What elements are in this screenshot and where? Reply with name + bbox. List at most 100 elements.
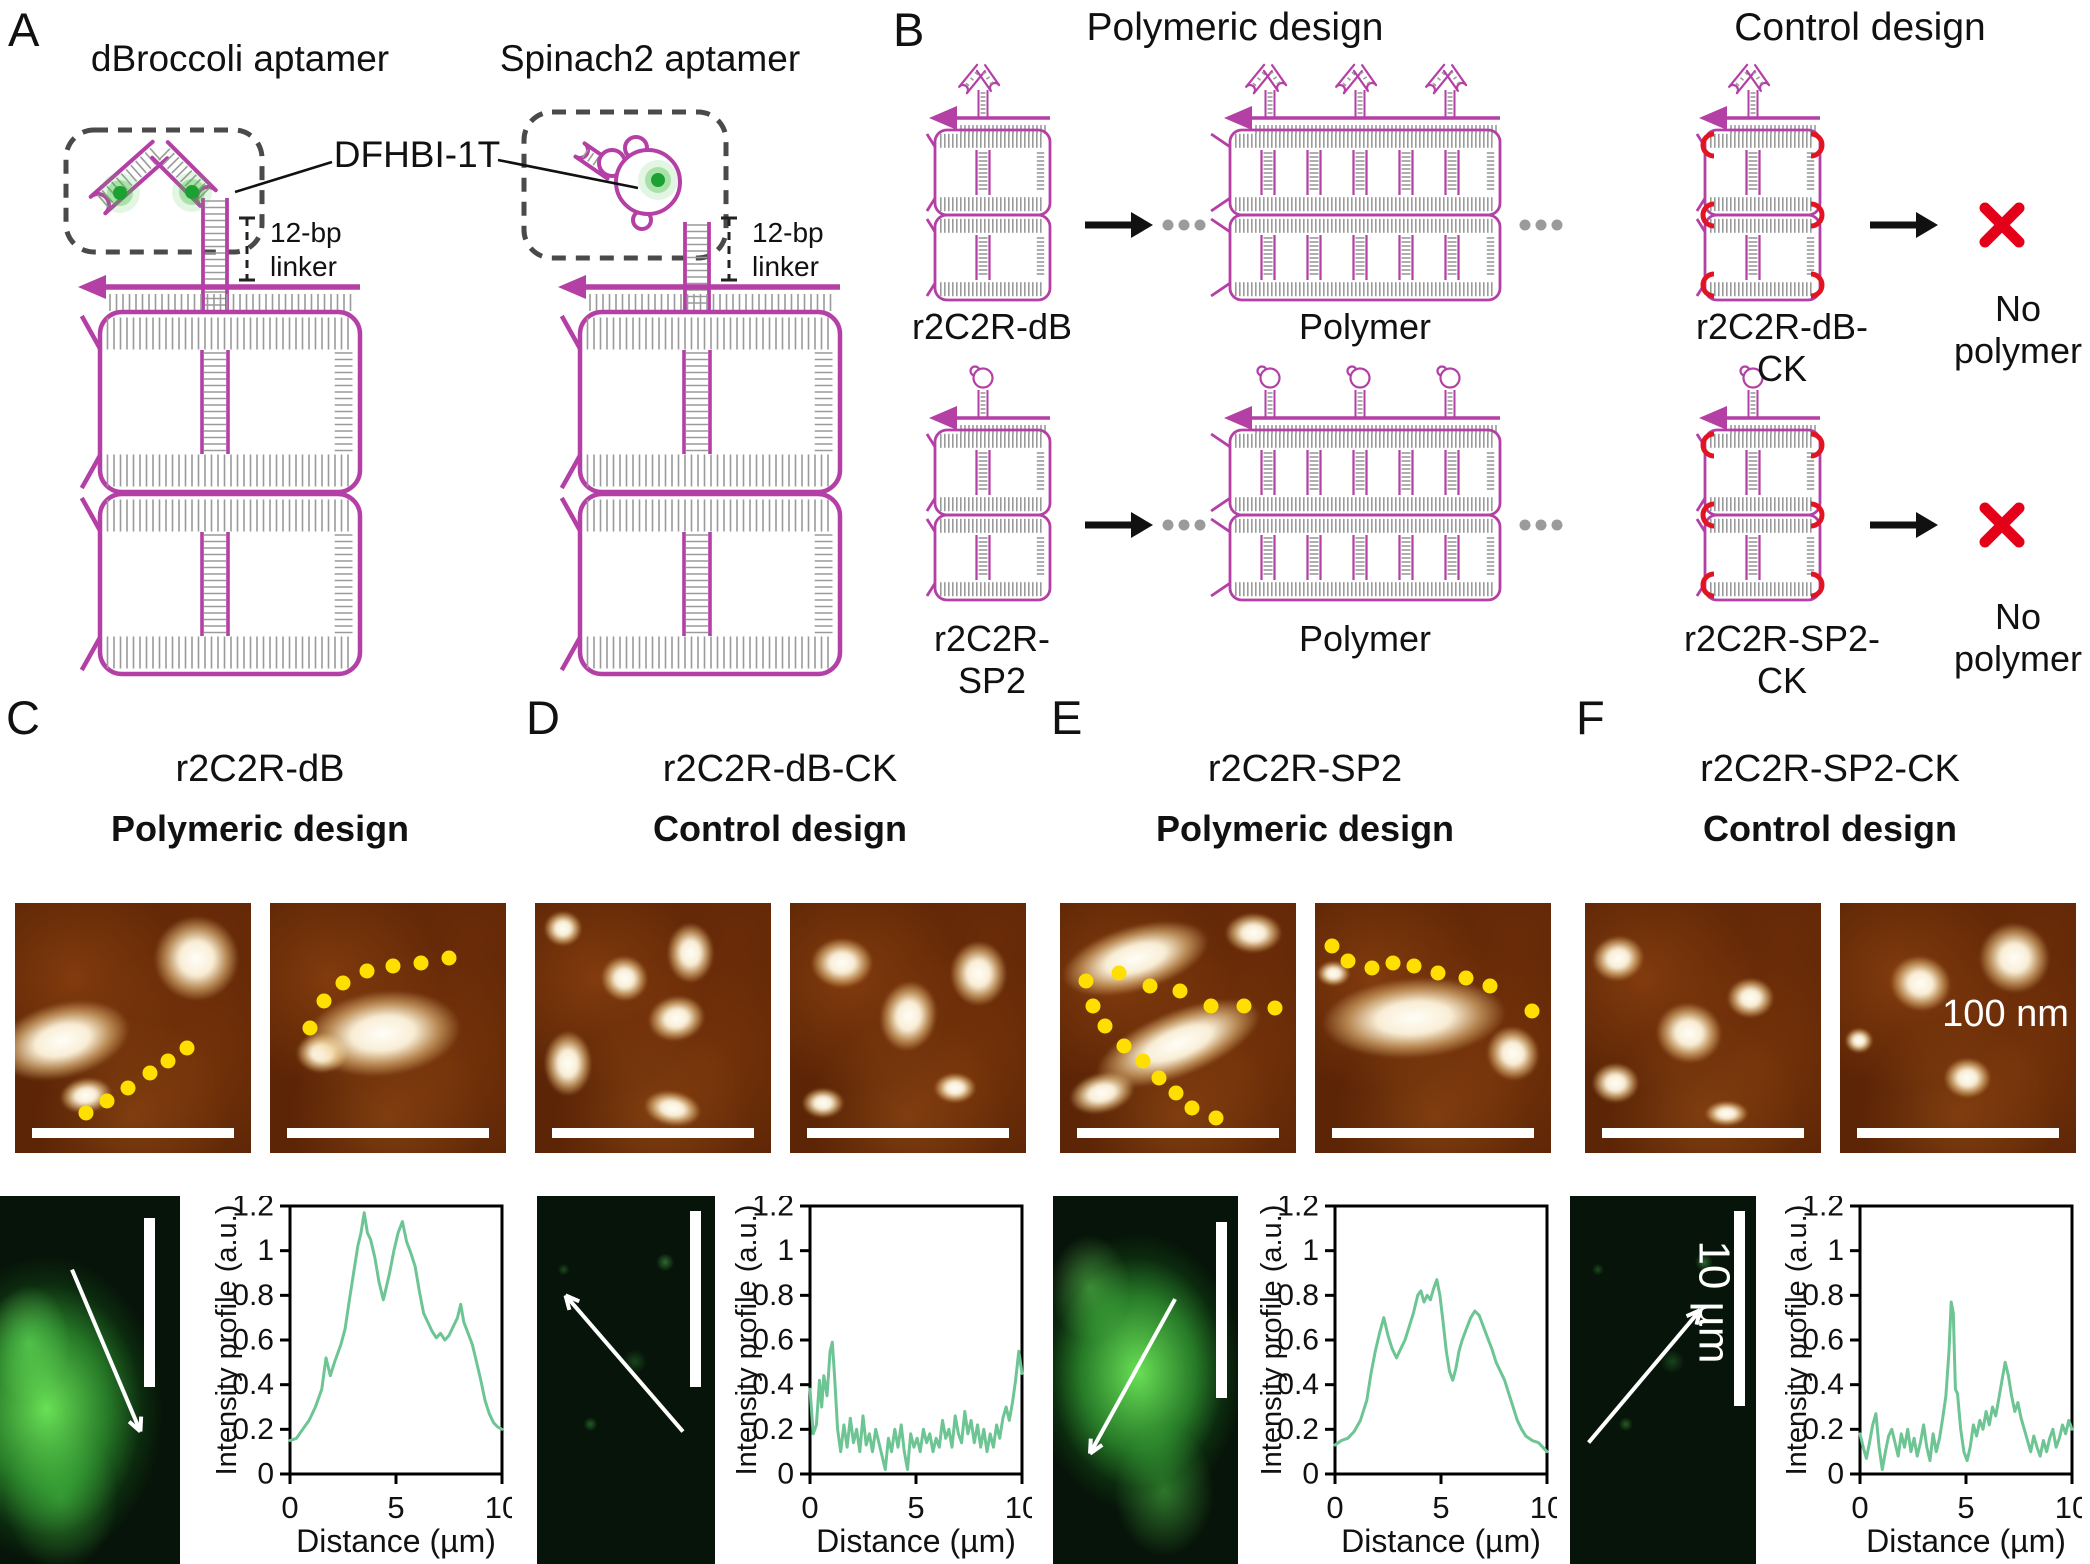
svg-text:Intensity profile (a.u.): Intensity profile (a.u.) (1782, 1205, 1813, 1476)
nanostructure-blob (15, 987, 138, 1094)
svg-text:1.2: 1.2 (1277, 1196, 1319, 1223)
svg-text:0: 0 (777, 1458, 794, 1491)
svg-text:0.2: 0.2 (1277, 1413, 1319, 1446)
polymer-trace-dot (1458, 970, 1474, 986)
scale-bar (286, 1128, 490, 1138)
svg-text:5: 5 (387, 1490, 404, 1525)
polymer-trace-dot (1085, 998, 1101, 1013)
nanostructure-blob (1225, 913, 1282, 953)
nanostructure-blob (933, 1073, 977, 1103)
polymeric-design-title: Polymeric design (1086, 6, 1384, 49)
intensity-profile-chart: 0 0.2 0.4 0.6 0.8 1 1.2 0 5 10 Intensity profile (… (1257, 1196, 1557, 1559)
polymer-trace-dot (1524, 1003, 1540, 1018)
dfhbi-label: DFHBI-1T (333, 134, 501, 175)
svg-text:0.4: 0.4 (232, 1368, 274, 1401)
fluorescence-image (0, 1196, 180, 1564)
linker-label-left: 12-bp linker (270, 217, 342, 283)
line-profile-arrow (1587, 1308, 1703, 1444)
polymer-trace-dot (99, 1093, 115, 1108)
polymerization-scheme-diagram (925, 63, 2025, 602)
nanostructure-blob (874, 976, 942, 1055)
polymer-trace-dot (78, 1105, 94, 1121)
panel-d-name: r2C2R-dB-CK (662, 748, 898, 790)
nanostructure-blob (1060, 905, 1218, 1011)
panel-e-name: r2C2R-SP2 (1207, 748, 1403, 790)
arrow-right-icon (1085, 512, 1153, 538)
svg-text:0.8: 0.8 (752, 1279, 794, 1312)
polymer-trace-dot (1236, 998, 1252, 1013)
scale-bar (551, 1128, 755, 1138)
panel-c: C r2C2R-dB Polymeric design 0 0.2 0.4 0.6 0.… (0, 690, 520, 1564)
intensity-profile-chart: 0 0.2 0.4 0.6 0.8 1 1.2 0 5 10 Intensity profile (… (732, 1196, 1032, 1559)
scale-bar (144, 1218, 155, 1388)
nanostructure-blob (154, 915, 240, 1001)
svg-text:0: 0 (1851, 1490, 1868, 1525)
panel-e-design: Polymeric design (1155, 808, 1455, 849)
afm-image: 100 nm (1840, 903, 2076, 1153)
arrow-right-icon (1085, 212, 1153, 238)
panel-f-name: r2C2R-SP2-CK (1700, 748, 1960, 790)
svg-text:0.6: 0.6 (1277, 1324, 1319, 1357)
svg-text:1.2: 1.2 (752, 1196, 794, 1223)
svg-text:0.4: 0.4 (1277, 1368, 1319, 1401)
afm-image (15, 903, 251, 1153)
polymer-label-row2: Polymer (1298, 618, 1432, 659)
panel-letter-d: D (526, 691, 560, 744)
svg-text:1: 1 (257, 1234, 274, 1267)
svg-text:10: 10 (485, 1490, 512, 1525)
afm-image (1315, 903, 1551, 1153)
polymer-trace-dot (1385, 955, 1401, 971)
fluorescence-image (1053, 1196, 1238, 1564)
nanostructure-blob (801, 1088, 845, 1118)
svg-text:0: 0 (1302, 1458, 1319, 1491)
nanostructure-blob (1319, 971, 1509, 1065)
svg-text:0.8: 0.8 (232, 1279, 274, 1312)
svg-text:1.2: 1.2 (232, 1196, 274, 1223)
polymer-trace-dot (1078, 973, 1094, 988)
linker-label-right: 12-bp linker (752, 217, 824, 283)
svg-text:0: 0 (801, 1490, 818, 1525)
scale-bar (1215, 1221, 1227, 1399)
svg-text:0.8: 0.8 (1802, 1279, 1844, 1312)
polymer-trace-dot (1324, 938, 1340, 953)
polymer-trace-dot (1482, 978, 1498, 993)
panel-letter-a: A (8, 3, 40, 56)
polymer-trace-dot (413, 955, 429, 971)
scale-bar (1331, 1128, 1535, 1138)
svg-text:0.2: 0.2 (1802, 1413, 1844, 1446)
svg-text:0: 0 (1326, 1490, 1343, 1525)
monomer-label-row2: r2C2R-SP2 (933, 618, 1050, 701)
svg-text:Distance (µm): Distance (µm) (296, 1523, 496, 1559)
svg-text:5: 5 (1432, 1490, 1449, 1525)
polymer-trace-dot (1116, 1038, 1132, 1053)
svg-text:0: 0 (257, 1458, 274, 1491)
svg-text:Distance (µm): Distance (µm) (1341, 1523, 1541, 1559)
nanostructure-blob (594, 948, 655, 1008)
panel-f-design: Control design (1703, 808, 1957, 849)
control-label-row2: r2C2R-SP2-CK (1683, 618, 1881, 701)
panel-c-name: r2C2R-dB (175, 748, 345, 790)
panel-f: F r2C2R-SP2-CK Control design 100 nm 10 … (1570, 690, 2090, 1564)
svg-text:0.4: 0.4 (1802, 1368, 1844, 1401)
control-label-row1: r2C2R-dB-CK (1695, 306, 1869, 389)
polymer-trace-dot (316, 993, 332, 1008)
nanostructure-blob (1588, 931, 1648, 985)
polymer-trace-dot (1364, 960, 1380, 976)
line-profile-arrow (1088, 1298, 1177, 1456)
polymer-trace-dot (160, 1053, 176, 1068)
polymer-trace-dot (1097, 1018, 1113, 1033)
fluorescence-image (537, 1196, 715, 1564)
polymer-trace-dot (142, 1065, 158, 1081)
no-polymer-x-icon (1979, 502, 2025, 548)
polymer-trace-dot (1430, 965, 1446, 981)
svg-text:0.2: 0.2 (752, 1413, 794, 1446)
polymer-trace-dot (1111, 965, 1127, 981)
scale-bar (1856, 1128, 2060, 1138)
no-polymer-label-row1: No polymer (1953, 288, 2083, 372)
svg-text:0.4: 0.4 (752, 1368, 794, 1401)
scale-bar-label: 10 µm (1689, 1240, 1739, 1364)
panel-letter-e: E (1051, 691, 1083, 744)
svg-text:Distance (µm): Distance (µm) (816, 1523, 1016, 1559)
svg-text:0.6: 0.6 (232, 1324, 274, 1357)
